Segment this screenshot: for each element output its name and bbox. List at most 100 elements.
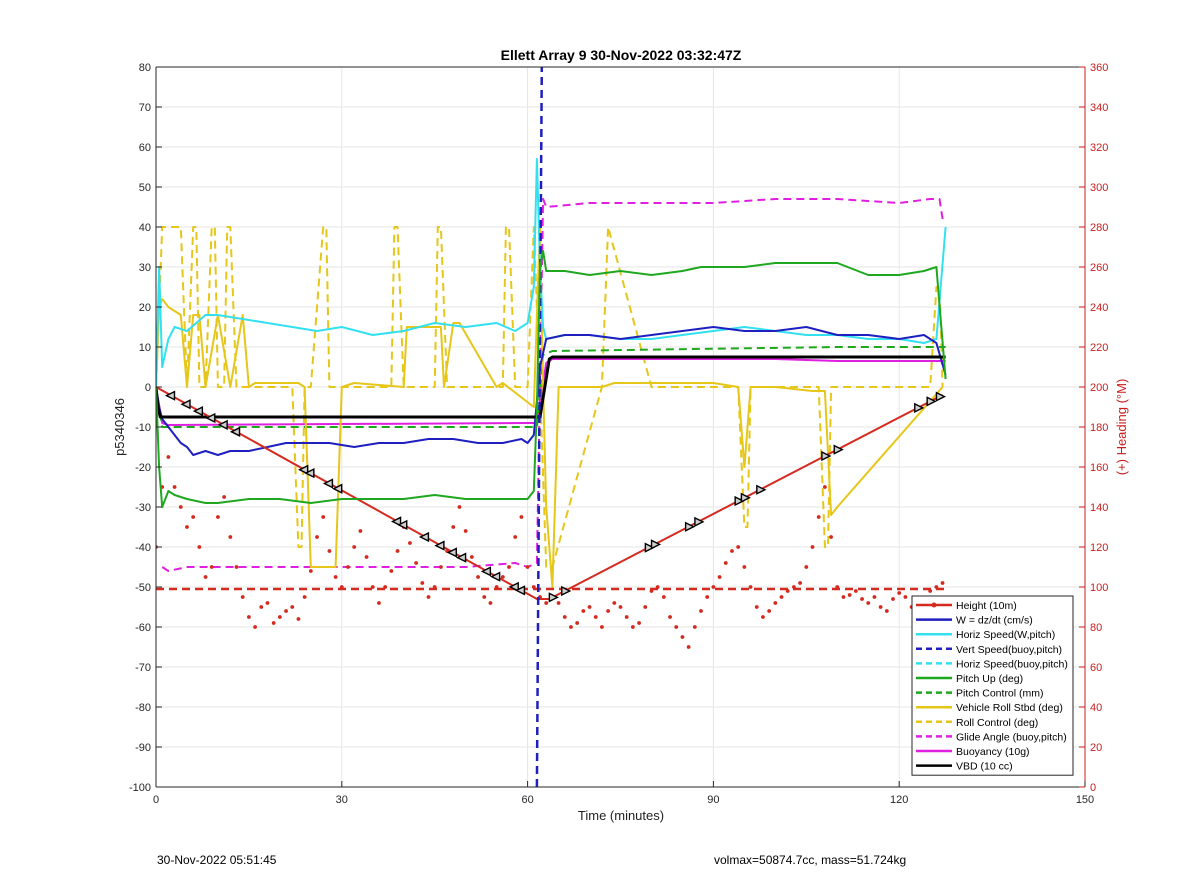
height-marker-up <box>694 516 705 528</box>
legend-box <box>911 595 1074 776</box>
y-tick-label: -100 <box>129 782 151 794</box>
legend-label: Horiz Speed(buoy,pitch) <box>956 658 1068 670</box>
series-heading-red-dots-point <box>618 605 623 609</box>
series-heading-red-dots-point <box>333 575 338 579</box>
y2-tick-label: 160 <box>1090 462 1108 474</box>
height-marker-up <box>935 391 947 402</box>
legend-label: W = dz/dt (cm/s) <box>956 615 1033 627</box>
y-tick-label: -60 <box>135 622 151 634</box>
series-heading-red-dots-point <box>265 601 270 605</box>
y-tick-label: -10 <box>135 422 151 434</box>
height-marker-down <box>390 516 402 527</box>
series-heading-red-dots-point <box>562 615 567 619</box>
series-heading-red-dots-point <box>315 535 319 539</box>
x-axis-label: Time (minutes) <box>578 808 664 823</box>
series-heading-red-dots-point <box>228 535 233 539</box>
series-heading-red-dots-point <box>606 609 611 613</box>
series-heading-red-dots-point <box>203 575 208 579</box>
series-heading-red-dots-point <box>234 565 239 569</box>
x-tick-label: 90 <box>707 794 719 806</box>
series-heading-red-dots-point <box>438 565 443 569</box>
series-heading-red-dots-point <box>643 605 648 609</box>
legend-swatch-marker <box>931 602 937 608</box>
series-heading-red-dots-point <box>674 625 679 629</box>
x-tick-label: 30 <box>336 794 348 806</box>
series-heading-red-dots-point <box>191 515 196 519</box>
y-tick-label: -70 <box>135 662 151 674</box>
x-tick-label: 60 <box>521 794 533 806</box>
y-tick-label: 50 <box>139 182 151 194</box>
series-heading-red-dots-point <box>494 585 499 589</box>
series-buoyancy-10g <box>156 358 946 426</box>
series-heading-red-dots-point <box>290 605 295 609</box>
series-heading-red-dots-point <box>891 597 895 601</box>
height-marker-down <box>229 426 241 437</box>
series-vehicle-roll-stbd-deg <box>156 226 944 588</box>
height-marker-down <box>434 540 445 551</box>
series-heading-red-dots-point <box>897 591 902 595</box>
series-heading-red-dots-point <box>432 585 437 589</box>
y-axis-label: p5340346 <box>112 398 127 456</box>
series-heading-red-dots-point <box>699 609 703 613</box>
series-heading-red-dots-point <box>649 589 654 593</box>
height-marker-down <box>446 547 457 558</box>
series-heading-red-dots-point <box>302 595 307 599</box>
series-heading-red-dots-point <box>866 601 871 605</box>
series-heading-red-dots-point <box>792 585 796 589</box>
series-heading-red-dots-point <box>581 609 586 613</box>
series-heading-red-dots-point <box>705 595 710 599</box>
height-marker-down <box>332 483 343 494</box>
height-marker-up <box>833 444 844 455</box>
y-tick-label: 70 <box>139 102 151 114</box>
series-heading-red-dots-point <box>587 605 592 609</box>
series-heading-red-dots-point <box>185 525 189 529</box>
y2-tick-label: 120 <box>1090 542 1108 554</box>
height-marker-down <box>304 468 315 479</box>
footer-timestamp: 30-Nov-2022 05:51:45 <box>157 853 277 867</box>
series-heading-red-dots-point <box>785 589 790 593</box>
y2-tick-label: 220 <box>1090 342 1108 354</box>
height-marker-up <box>734 495 745 507</box>
series-heading-red-dots-point <box>240 595 245 599</box>
series-heading-red-dots-point <box>575 621 580 625</box>
legend-label: Pitch Control (mm) <box>956 688 1044 700</box>
series-heading-red-dots-point <box>804 565 809 569</box>
height-marker-down <box>298 464 309 475</box>
series-heading-red-dots-point <box>593 615 598 619</box>
series-heading-red-dots-point <box>377 601 381 605</box>
height-marker-down <box>397 519 408 531</box>
y2-tick-label: 200 <box>1090 382 1108 394</box>
y-tick-label: 10 <box>139 342 151 354</box>
series-heading-red-dots-point <box>686 645 691 649</box>
series-heading-red-dots-point <box>531 585 536 589</box>
legend-label: Vert Speed(buoy,pitch) <box>956 644 1062 656</box>
height-marker-up <box>740 492 751 503</box>
y2-tick-label: 280 <box>1090 222 1108 234</box>
series-heading-red-dots-point <box>370 585 375 589</box>
height-marker-up <box>684 521 696 532</box>
series-heading-red-dots-point <box>711 585 716 589</box>
height-marker-down <box>205 412 216 424</box>
series-heading-red-dots-point <box>798 581 803 585</box>
series-heading-red-dots-point <box>463 529 468 533</box>
series-heading-red-dots-point <box>612 601 617 605</box>
series-heading-red-dots-point <box>637 621 641 625</box>
series-heading-red-dots-point <box>569 625 573 629</box>
series-heading-red-dots-point <box>878 605 883 609</box>
y2-tick-label: 140 <box>1090 502 1108 514</box>
series-heading-red-dots-point <box>680 635 685 639</box>
y2-tick-label: 0 <box>1090 782 1096 794</box>
series-heading-red-dots-point <box>247 615 251 619</box>
y-tick-label: 40 <box>139 222 151 234</box>
y2-tick-label: 300 <box>1090 182 1108 194</box>
series-heading-red-dots-point <box>308 569 313 573</box>
series-heading-red-dots-point <box>767 609 772 613</box>
y-tick-label: -20 <box>135 462 151 474</box>
series-heading-red-dots-point <box>277 615 282 619</box>
footer-volmax-mass: volmax=50874.7cc, mass=51.724kg <box>714 853 907 867</box>
series-height-10m <box>156 386 944 600</box>
series-heading-red-dots-point <box>271 621 276 625</box>
height-marker-down <box>217 419 228 431</box>
y2-tick-label: 40 <box>1090 702 1102 714</box>
series-heading-red-dots-point <box>655 585 660 589</box>
